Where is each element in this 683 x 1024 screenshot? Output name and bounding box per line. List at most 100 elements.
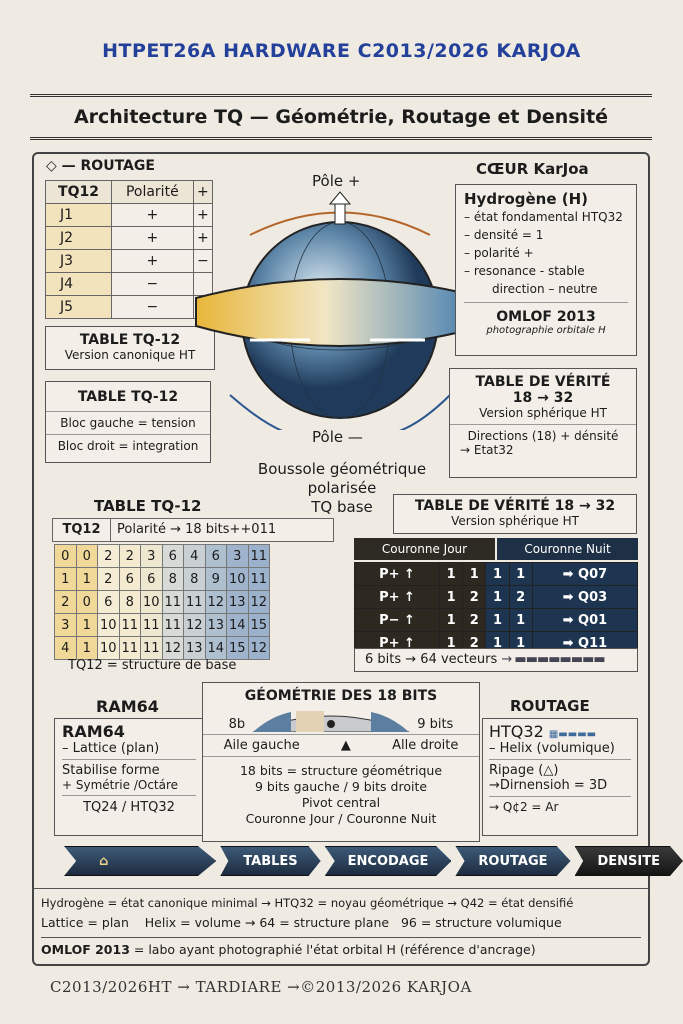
globe-caption: Boussole géométrique polarisée TQ base [222, 460, 462, 517]
nav-densite[interactable]: DENSITE [574, 846, 683, 876]
table-cell: + [192, 226, 214, 250]
card-line: Stabilise forme [62, 759, 196, 778]
bits-arc-icon [252, 711, 410, 732]
grid-cell: 13 [226, 590, 249, 614]
verite-cell: 2 [462, 608, 487, 632]
grid-cell: 10 [97, 613, 120, 637]
card-sub: Version sphérique HT [451, 514, 579, 528]
page-title: HTPET26A HARDWARE C2013/2026 KARJOA [102, 40, 581, 62]
nav-encodage[interactable]: ENCODAGE [324, 846, 452, 876]
grid-cell: 11 [140, 613, 163, 637]
header-cell: + [192, 180, 214, 204]
grid-cell: 2 [54, 590, 77, 614]
verite-row: P+ ↑ 1 1 1 1 ➡ Q07 [353, 562, 639, 586]
table-cell: + [192, 203, 214, 227]
caption-line: polarisée [307, 479, 377, 497]
omlof-title: OMLOF 2013 [464, 302, 628, 325]
verite-cell: P+ ↑ [353, 562, 441, 586]
nav-tables[interactable]: TABLES [220, 846, 321, 876]
grid-cell: 15 [226, 636, 249, 660]
grid-cell: 12 [247, 636, 270, 660]
card-text: Version canonique HT [64, 348, 196, 362]
table-header-row: TQ12 Polarité + [45, 180, 214, 204]
footer: C2013/2026HT → TARDIARE →©2013/2026 KARJ… [50, 978, 472, 996]
card-line: – resonance - stable [464, 264, 585, 278]
verite-cell: 1 [439, 608, 464, 632]
pivot-icon: ▲ [340, 738, 351, 753]
tq12-grid: 0 0 2 2 3 6 4 6 3 11 1 1 2 6 6 8 8 9 10 11 2 0 6 8 10 11 11 12 13 12 3… [54, 544, 270, 660]
grid-cell: 0 [54, 544, 77, 568]
grid-cell: 12 [183, 613, 206, 637]
axis-up-arrow-icon [334, 201, 346, 225]
card-line: – Helix (volumique) [489, 741, 615, 756]
header-couronne-jour: Couronne Jour [354, 538, 495, 560]
omlof-sub: photographie orbitale H [486, 325, 606, 336]
verite-row: P− ↑ 1 2 1 1 ➡ Q01 [353, 608, 639, 632]
grid-cell: 13 [183, 636, 206, 660]
ring-band [195, 278, 485, 347]
nav-routage[interactable]: ROUTAGE [455, 846, 571, 876]
routage-right-card: HTQ32 ▦▬▬▬▬ – Helix (volumique) Ripage (… [482, 718, 638, 836]
card-title: RAM64 [62, 722, 125, 741]
table-cell: − [111, 272, 194, 296]
grid-cell: 3 [140, 544, 163, 568]
card-line: – polarité + [464, 246, 534, 260]
wing-right: Alle droite [392, 738, 459, 753]
grid-cell: 3 [54, 613, 77, 637]
verite-footer: 6 bits → 64 vecteurs → ▬▬▬▬▬▬▬▬ [354, 648, 638, 672]
grid-cell: 1 [75, 567, 98, 591]
card-line: → Q¢2 = Ar [489, 796, 631, 814]
card-title: HTQ32 [489, 722, 544, 741]
verite-cell: P+ ↑ [353, 585, 441, 609]
grid-cell: 6 [161, 544, 184, 568]
grid-row: 2 0 6 8 10 11 11 12 13 12 [54, 590, 270, 614]
footer-text: 6 bits → 64 vecteurs [365, 652, 498, 667]
nav-geometrie[interactable]: ⌂ GÉOMETRIE [64, 846, 217, 876]
legend-line: Hydrogène = état canonique minimal → HTQ… [41, 896, 574, 910]
verite-cell: ➡ Q01 [531, 608, 639, 632]
table-row: J4− [45, 272, 214, 296]
coeur-card: Hydrogène (H) – état fondamental HTQ32 –… [455, 184, 637, 356]
grid-cell: 8 [183, 567, 206, 591]
grid-cell: 10 [226, 567, 249, 591]
grid-cell: 6 [140, 567, 163, 591]
grid-cell: 2 [118, 544, 141, 568]
pole-minus-label: Pôle — [312, 428, 363, 446]
card-title: TABLE DE VÉRITÉ 18 → 32 [414, 498, 616, 514]
header-cell: Polarité [111, 180, 194, 204]
grid-cell: 10 [140, 590, 163, 614]
verite-cell: 1 [439, 562, 464, 586]
grid-cell: 1 [75, 636, 98, 660]
grid-cell: 0 [75, 590, 98, 614]
grid-cell: 11 [161, 590, 184, 614]
legend-omlof: OMLOF 2013 [41, 942, 130, 957]
table-cell: J3 [45, 249, 112, 273]
grid-cell: 6 [118, 567, 141, 591]
table-cell: + [111, 203, 194, 227]
legend: Hydrogène = état canonique minimal → HTQ… [33, 888, 649, 964]
verite-cell: 1 [485, 585, 510, 609]
grid-cell: 8 [161, 567, 184, 591]
card-line: → Etat32 [460, 443, 514, 457]
card-title: TABLE DE VÉRITÉ [475, 374, 611, 390]
grid-cell: 8 [118, 590, 141, 614]
legend-omlof-text: = labo ayant photographié l'état orbital… [129, 942, 536, 957]
header-cell: TQ12 [45, 180, 112, 204]
table-row: J1 + + [45, 203, 214, 227]
grid-cell: 11 [247, 544, 270, 568]
verite-cell: 1 [485, 562, 510, 586]
grid-header-tq12: TQ12 [53, 519, 111, 541]
geo-line: Pivot central [301, 795, 381, 810]
card-line: →Dirnensioh = 3D [489, 778, 608, 793]
verite-table: P+ ↑ 1 1 1 1 ➡ Q07 P+ ↑ 1 2 1 2 ➡ Q03 P− ↑ 1 2 1 1 ➡ Q01 P… [353, 562, 639, 655]
grid-cell: 4 [54, 636, 77, 660]
verite-cell: ➡ Q07 [531, 562, 639, 586]
table-row: J5− [45, 295, 214, 319]
grid-title: TABLE TQ-12 [94, 497, 202, 515]
verite-cell: ➡ Q03 [531, 585, 639, 609]
grid-cell: 14 [204, 636, 227, 660]
grid-cell: 12 [247, 590, 270, 614]
verite-cell: 1 [508, 608, 533, 632]
card-title: Hydrogène (H) [464, 190, 589, 208]
card-line: + Symétrie /Octáre [62, 778, 179, 792]
